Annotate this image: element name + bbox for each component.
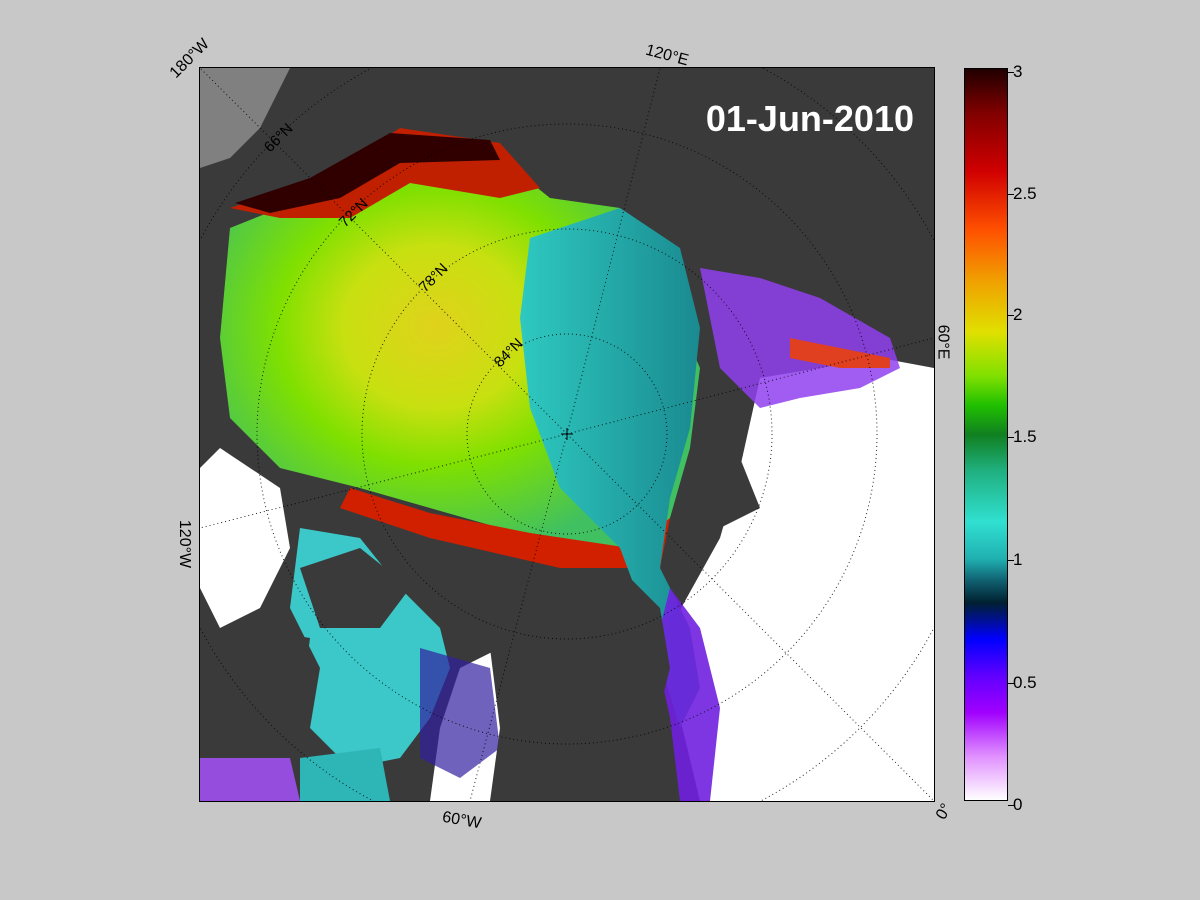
colorbar-tick	[1008, 437, 1014, 438]
marginal-ice-baffin	[420, 648, 500, 778]
colorbar-tick	[1008, 560, 1014, 561]
marginal-ice-southwest	[200, 758, 300, 801]
open-water-atlantic	[670, 358, 934, 801]
colorbar-label-0: 0	[1013, 795, 1023, 814]
map-graphic: 66°N 72°N 78°N 84°N	[200, 68, 934, 801]
colorbar-tick	[1008, 194, 1014, 195]
colorbar-label-0-5: 0.5	[1013, 673, 1037, 692]
ice-thickness-map: 66°N 72°N 78°N 84°N 01-Jun-2010	[199, 67, 935, 802]
thickest-ice-siberian	[235, 133, 500, 213]
land-islands-2	[240, 628, 310, 718]
thick-ice-canada	[340, 488, 670, 568]
ice-strip-kara	[790, 338, 890, 368]
colorbar-label-2-5: 2.5	[1013, 184, 1037, 203]
lat-label-66: 66°N	[261, 120, 297, 156]
longitude-label-60w: 60°W	[440, 808, 483, 833]
land-region-northwest	[200, 68, 290, 168]
land-canadian-islands	[300, 548, 410, 628]
marginal-ice-barents	[700, 268, 900, 408]
longitude-label-120e: 120°E	[643, 41, 691, 70]
thin-ice-hudson	[300, 748, 390, 801]
colorbar	[964, 68, 1008, 801]
colorbar-label-2: 2	[1013, 305, 1023, 324]
thin-ice-atlantic	[520, 208, 700, 728]
longitude-label-0: 0°	[933, 800, 956, 823]
colorbar-label-1: 1	[1013, 550, 1023, 569]
land-greenland	[490, 568, 670, 801]
longitude-label-120w: 120°W	[176, 519, 194, 569]
colorbar-tick	[1008, 683, 1014, 684]
open-water-west	[200, 448, 290, 628]
colorbar-label-1-5: 1.5	[1013, 427, 1037, 446]
colorbar-tick	[1008, 805, 1014, 806]
north-pole-marker	[561, 428, 573, 440]
colorbar-tick	[1008, 315, 1014, 316]
colorbar-label-3: 3	[1013, 62, 1023, 81]
date-label: 01-Jun-2010	[705, 98, 914, 139]
colorbar-tick	[1008, 72, 1014, 73]
land-svalbard	[690, 458, 760, 528]
longitude-label-60e: 60°E	[934, 324, 952, 360]
marginal-ice-east-greenland	[655, 588, 720, 801]
graticule	[200, 68, 934, 801]
